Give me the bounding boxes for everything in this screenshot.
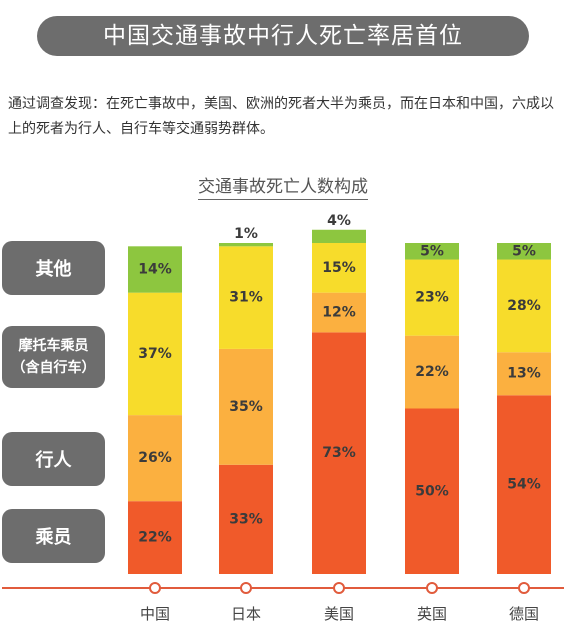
data-label-4-0: 54% bbox=[507, 477, 541, 493]
data-label-4-3: 5% bbox=[512, 243, 536, 259]
bar-segment-0-0 bbox=[128, 501, 182, 574]
axis-marker-0 bbox=[149, 582, 161, 594]
data-label-0-0: 22% bbox=[138, 530, 172, 546]
data-label-0-2: 37% bbox=[138, 346, 172, 362]
bar-segment-4-2 bbox=[497, 259, 551, 353]
data-label-1-3: 1% bbox=[234, 226, 258, 242]
data-label-3-0: 50% bbox=[415, 483, 449, 499]
x-tick-label-0: 中国 bbox=[140, 605, 170, 623]
data-label-0-3: 14% bbox=[138, 261, 172, 277]
bar-segment-2-3 bbox=[312, 229, 366, 243]
legend-label-other: 其他 bbox=[2, 241, 105, 295]
axis-marker-2 bbox=[333, 582, 345, 594]
chart-title: 交通事故死亡人数构成 bbox=[198, 177, 368, 200]
data-label-2-3: 4% bbox=[327, 213, 351, 229]
data-label-2-2: 15% bbox=[322, 260, 356, 276]
intro-text: 通过调查发现：在死亡事故中，美国、欧洲的死者大半为乘员，而在日本和中国，六成以上… bbox=[8, 96, 554, 137]
bar-segment-3-1 bbox=[405, 335, 459, 409]
x-tick-label-2: 美国 bbox=[324, 605, 354, 623]
data-label-3-2: 23% bbox=[415, 290, 449, 306]
x-tick-label-4: 德国 bbox=[509, 605, 539, 623]
data-label-3-1: 22% bbox=[415, 364, 449, 380]
bar-segment-2-0 bbox=[312, 332, 366, 574]
bar-segment-4-1 bbox=[497, 352, 551, 396]
bar-segment-1-2 bbox=[219, 246, 273, 349]
legend-label-occupant: 乘员 bbox=[2, 509, 105, 563]
bar-segment-4-3 bbox=[497, 243, 551, 260]
data-label-1-1: 35% bbox=[229, 399, 263, 415]
data-label-1-2: 31% bbox=[229, 290, 263, 306]
bar-segment-1-3 bbox=[219, 243, 273, 247]
x-tick-label-3: 英国 bbox=[417, 605, 447, 623]
bar-segment-2-1 bbox=[312, 292, 366, 333]
bar-segment-4-0 bbox=[497, 395, 551, 574]
bar-segment-0-3 bbox=[128, 246, 182, 293]
bar-segment-0-2 bbox=[128, 292, 182, 416]
data-label-4-2: 28% bbox=[507, 298, 541, 314]
banner-title: 中国交通事故中行人死亡率居首位 bbox=[37, 16, 529, 56]
legend-label-pedestrian: 行人 bbox=[2, 432, 105, 486]
data-label-4-1: 13% bbox=[507, 366, 541, 382]
chart-title-wrap: 交通事故死亡人数构成 bbox=[0, 172, 566, 200]
bar-segment-2-2 bbox=[312, 243, 366, 293]
legend-label-motorcycle: 摩托车乘员 （含自行车） bbox=[2, 326, 105, 388]
data-label-0-1: 26% bbox=[138, 450, 172, 466]
bar-segment-0-1 bbox=[128, 415, 182, 502]
bar-segment-3-2 bbox=[405, 259, 459, 336]
data-label-3-3: 5% bbox=[420, 243, 444, 259]
bar-segment-3-0 bbox=[405, 408, 459, 574]
data-label-1-0: 33% bbox=[229, 511, 263, 527]
bar-segment-3-3 bbox=[405, 243, 459, 260]
bar-segment-1-1 bbox=[219, 348, 273, 465]
data-label-2-0: 73% bbox=[322, 445, 356, 461]
axis-marker-3 bbox=[426, 582, 438, 594]
bar-segment-1-0 bbox=[219, 464, 273, 574]
axis-marker-1 bbox=[240, 582, 252, 594]
axis-marker-4 bbox=[518, 582, 530, 594]
x-tick-label-1: 日本 bbox=[231, 605, 261, 623]
data-label-2-1: 12% bbox=[322, 305, 356, 321]
